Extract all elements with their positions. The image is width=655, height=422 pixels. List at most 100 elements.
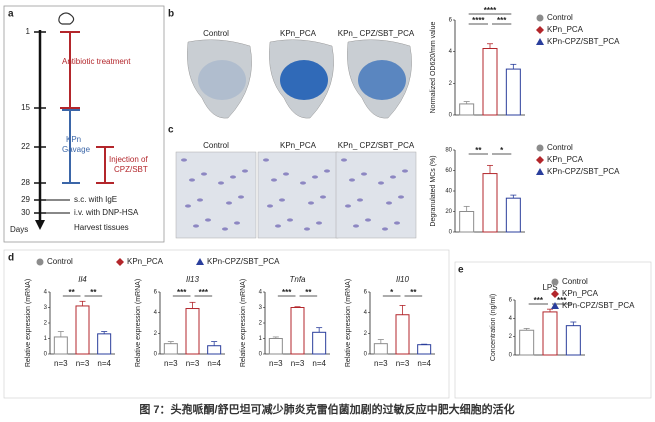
y-tick-label: 0 [259,352,263,358]
bar-label: n=3 [396,359,410,368]
event-label: KPn [66,135,81,144]
y-axis-label: Relative expression (mRNA) [345,279,352,367]
cell [287,218,293,222]
cell [222,227,228,231]
significance-label: ** [305,288,312,297]
legend-marker [551,302,559,309]
legend-marker [536,144,544,152]
chart-title: Tnfa [289,275,306,284]
cell [365,218,371,222]
legend-marker [536,156,544,164]
cell [275,224,281,228]
cell [226,201,232,205]
dye [280,60,328,100]
cell [394,221,400,225]
day-ticks: 1 15 22 28 29 30 [21,27,46,217]
y-tick-label: 2 [259,321,263,327]
bar-label: n=3 [374,359,388,368]
cell [197,198,203,202]
y-tick-label: 0 [364,352,368,358]
timeline-arrow [35,220,45,230]
cell [185,204,191,208]
legend-marker [551,278,559,286]
image-label: KPn_ CPZ/SBT_PCA [338,141,415,150]
cell [238,195,244,199]
y-tick-label: 80 [445,148,452,154]
y-tick-label: 60 [445,168,452,174]
day-label: 29 [21,195,30,204]
legend-marker [196,258,204,265]
cell [271,178,277,182]
y-tick-label: 0 [154,352,158,358]
day-label: 30 [21,208,30,217]
cell [320,195,326,199]
panel-a-frame [3,5,165,243]
day-label: 1 [26,27,31,36]
dye [358,60,406,100]
cell [390,175,396,179]
legend-label: KPn-CPZ/SBT_PCA [207,257,280,266]
event-label: s.c. with IgE [74,195,117,204]
bar [482,173,498,233]
ear-photo [187,39,252,119]
y-tick-label: 4 [364,310,368,316]
cell [353,224,359,228]
y-tick-label: 2 [449,81,453,87]
cell [189,178,195,182]
y-tick-label: 4 [509,316,513,322]
dye [198,60,246,100]
chart-title: LPS [542,283,557,292]
bar [290,307,305,355]
chart-title: Il10 [396,275,409,284]
y-tick-label: 6 [449,18,453,24]
cell [382,227,388,231]
image-label: KPn_PCA [280,29,317,38]
panel-letter: d [8,253,14,264]
y-tick-label: 4 [259,290,263,296]
bar [542,311,558,356]
bar [565,325,581,356]
panel-letter: b [168,9,174,20]
image-label: Control [203,141,229,150]
significance-label: **** [484,6,497,15]
legend-label: KPn-CPZ/SBT_PCA [562,301,635,310]
y-tick-label: 2 [509,334,513,340]
cell [181,158,187,162]
significance-label: *** [557,296,567,305]
cell [304,227,310,231]
y-tick-label: 3 [44,305,48,311]
significance-label: ** [475,146,482,155]
significance-label: ** [90,288,97,297]
micrograph [335,151,417,239]
bar [268,338,283,355]
cell [205,218,211,222]
bar-label: n=3 [186,359,200,368]
bar [459,211,475,233]
legend-label: Control [547,143,573,152]
y-axis-label: Relative expression (mRNA) [240,279,247,367]
cell [279,198,285,202]
cell [378,181,384,185]
legend-marker [116,258,124,266]
event-label: Injection of [109,155,148,164]
bar [163,343,178,355]
bar [417,344,432,355]
y-tick-label: 4 [44,290,48,296]
bar [185,308,200,355]
cell [361,172,367,176]
bar-label: n=3 [76,359,90,368]
cell [242,169,248,173]
y-axis-label: Normalized OD620/mm value [430,21,437,113]
y-tick-label: 3 [259,305,263,311]
bar-label: n=4 [312,359,326,368]
bar [505,197,521,233]
y-tick-label: 0 [449,113,453,119]
bar-label: n=3 [54,359,68,368]
y-axis-label: Degranulated MCs (%) [430,155,437,226]
day-label: 28 [21,178,30,187]
legend-label: KPn_PCA [547,25,584,34]
significance-label: ** [69,288,76,297]
y-tick-label: 2 [154,331,158,337]
y-tick-label: 1 [259,336,263,342]
event-label: Harvest tissues [74,223,129,232]
